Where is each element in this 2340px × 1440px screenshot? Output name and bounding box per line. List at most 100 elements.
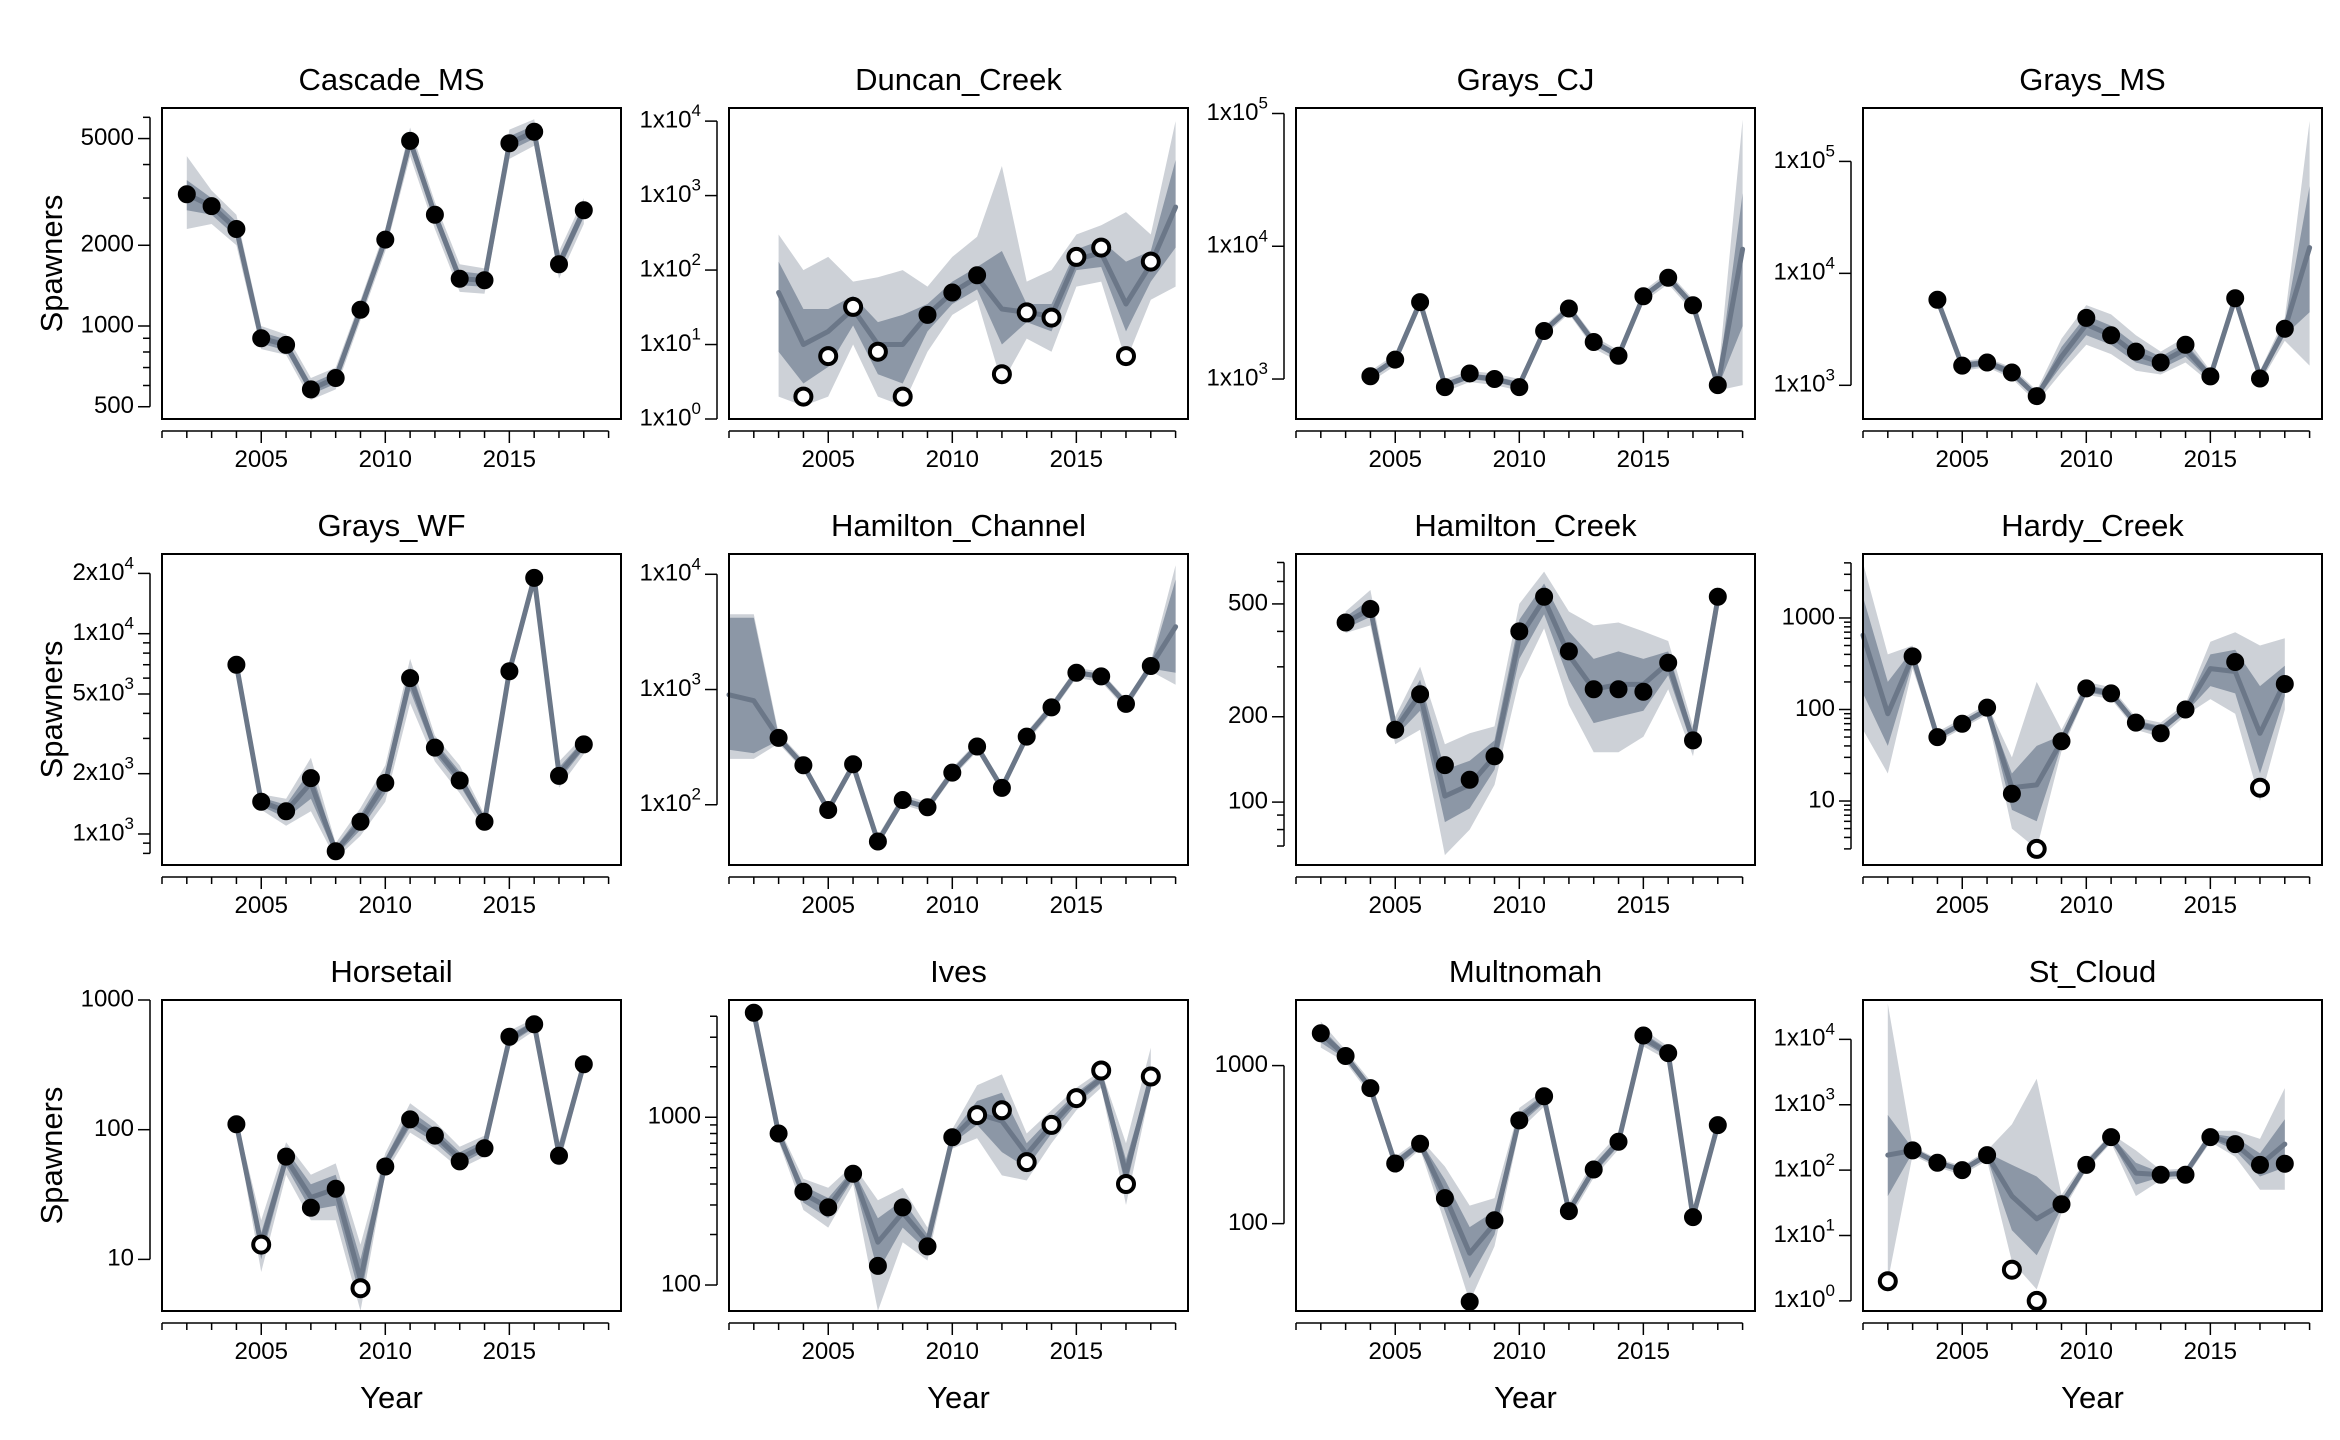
x-axis: 2005 2010 2015	[1862, 876, 2311, 919]
observed-point	[2151, 724, 2170, 743]
panel-title: Grays_CJ	[1457, 62, 1595, 97]
x-tick-label: 2010	[2060, 892, 2113, 919]
observed-point	[301, 1198, 320, 1217]
observed-point	[1634, 1026, 1653, 1045]
observed-point	[1609, 680, 1628, 699]
y-tick-label: 1000	[1215, 1051, 1268, 1078]
x-axis: 2005 2010 2015	[1295, 430, 1744, 473]
observed-point	[2027, 387, 2046, 406]
observed-point	[893, 791, 912, 809]
y-axis: 10 100 1000	[81, 985, 151, 1272]
observed-point	[252, 792, 271, 811]
observed-point	[1928, 290, 1947, 309]
plot-frame	[728, 553, 1189, 866]
y-axis: 1x102 1x103 1x104	[639, 555, 718, 817]
open-observed-point	[1116, 346, 1136, 367]
outer-interval-band	[1320, 1021, 1718, 1302]
y-tick-label: 1x103	[1206, 360, 1268, 392]
observed-point	[968, 266, 987, 285]
outer-interval-band	[729, 565, 1176, 846]
observed-point	[1928, 728, 1947, 747]
y-tick-label: 2000	[81, 231, 134, 258]
x-axis: 2005 2010 2015	[161, 1322, 610, 1365]
plot-frame	[728, 999, 1189, 1312]
x-tick-label: 2005	[1369, 446, 1422, 473]
x-tick-label: 2010	[926, 892, 979, 919]
observed-point	[475, 271, 494, 290]
x-tick-label: 2010	[2060, 446, 2113, 473]
observed-point	[1386, 350, 1405, 369]
observed-point	[1559, 1202, 1578, 1221]
estimate-line	[1860, 632, 2288, 791]
y-tick-label: 10	[1808, 786, 1835, 813]
observed-point	[1708, 1116, 1727, 1135]
observed-point	[844, 1164, 863, 1183]
estimate-line	[1343, 596, 1721, 799]
observed-point	[500, 662, 519, 681]
observed-point	[1411, 685, 1430, 704]
y-tick-label: 1x100	[639, 399, 701, 431]
x-tick-label: 2015	[1050, 892, 1103, 919]
y-tick-label: 1x100	[1773, 1281, 1835, 1313]
observed-point	[376, 773, 395, 792]
observed-point	[2077, 1155, 2096, 1174]
x-tick-label: 2015	[483, 892, 536, 919]
panel-grays-wf: Grays_WF 1x103 2x103 5x103 1x104 2x104 2005 201…	[34, 508, 622, 919]
observed-point	[326, 369, 345, 387]
observed-point	[2226, 653, 2245, 671]
observed-point	[500, 1027, 519, 1046]
y-tick-label: 100	[1228, 1209, 1268, 1236]
panel-duncan-creek: Duncan_Creek 1x100 1x101 1x102 1x103 1x104 200…	[639, 62, 1189, 473]
observed-point	[2077, 308, 2096, 327]
observed-point	[1336, 1047, 1355, 1065]
inner-interval-band	[1320, 1027, 1718, 1279]
observed-point	[918, 305, 937, 324]
y-axis: 100 200 500	[1228, 561, 1285, 847]
estimate-line	[726, 624, 1179, 844]
observed-point	[992, 778, 1011, 797]
plot-frame	[1295, 553, 1756, 866]
open-observed-point	[1140, 1066, 1161, 1087]
observed-point	[2251, 1155, 2269, 1174]
observed-point	[1017, 727, 1036, 746]
observed-point	[2176, 1165, 2195, 1184]
observed-point	[252, 329, 271, 348]
y-axis: 1x103 1x104 1x105	[1773, 142, 1852, 398]
observed-point	[2126, 342, 2145, 361]
inner-interval-band	[1887, 1114, 2285, 1256]
x-tick-label: 2015	[1050, 446, 1103, 473]
y-tick-label: 5x103	[72, 674, 134, 706]
observed-point	[1903, 1141, 1922, 1160]
observed-point	[550, 255, 568, 274]
estimate-line	[1934, 245, 2313, 399]
plot-frame	[1295, 107, 1756, 420]
panel-title: Ives	[930, 954, 987, 989]
observed-point	[475, 1139, 494, 1158]
y-axis: 100 1000	[648, 1015, 718, 1297]
open-observed-point	[2026, 1290, 2047, 1311]
observed-point	[2201, 1128, 2220, 1147]
observed-point	[1435, 378, 1454, 397]
observed-point	[227, 1115, 246, 1134]
observed-point	[1535, 1087, 1554, 1106]
y-tick-label: 1x101	[1773, 1216, 1835, 1248]
observed-point	[1067, 663, 1086, 682]
observed-point	[1510, 622, 1529, 641]
observed-point	[893, 1198, 912, 1217]
x-tick-label: 2005	[1936, 892, 1989, 919]
observed-point	[1485, 747, 1504, 766]
x-tick-label: 2005	[802, 1338, 855, 1365]
plot-frame	[161, 107, 622, 420]
y-tick-label: 1x104	[639, 555, 701, 587]
x-tick-label: 2010	[359, 1338, 412, 1365]
y-tick-label: 500	[1228, 589, 1268, 616]
x-tick-label: 2015	[2184, 892, 2237, 919]
x-axis: 2005 2010 2015	[728, 876, 1177, 919]
y-axis: 1x100 1x101 1x102 1x103 1x104	[639, 102, 718, 431]
panel-title: St_Cloud	[2029, 954, 2157, 989]
x-tick-label: 2005	[802, 892, 855, 919]
open-observed-point	[1091, 1060, 1112, 1081]
x-tick-label: 2005	[1936, 446, 1989, 473]
observed-point	[277, 335, 296, 354]
x-tick-label: 2010	[1493, 446, 1546, 473]
